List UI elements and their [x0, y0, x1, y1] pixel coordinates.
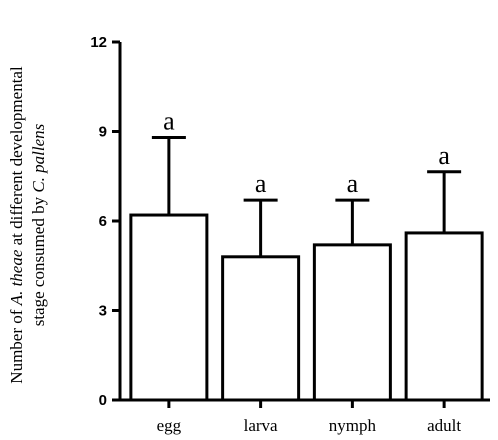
y-tick-label: 6 — [99, 213, 107, 230]
y-axis-title: Number of A. theae at different developm… — [7, 66, 48, 384]
y-axis-title-part: C. pallens — [29, 123, 48, 192]
category-label-larva: larva — [244, 416, 278, 435]
significance-label: a — [347, 169, 359, 198]
y-axis-title-part: A. theae — [7, 249, 26, 306]
significance-label: a — [255, 169, 267, 198]
y-tick-label: 9 — [99, 124, 107, 141]
category-label-adult: adult — [427, 416, 461, 435]
y-axis-label: Number of A. theae at different developm… — [7, 66, 48, 384]
y-axis-title-part: at different developmental — [7, 66, 26, 250]
category-label-nymph: nymph — [329, 416, 377, 435]
y-tick-label: 0 — [99, 392, 107, 409]
bar-nymph — [312, 243, 392, 402]
bars: a a a a — [129, 106, 484, 402]
bar-larva — [221, 255, 301, 402]
category-label-egg: egg — [157, 416, 182, 435]
bar-egg — [129, 213, 209, 402]
bar-adult — [404, 231, 484, 402]
y-tick-label: 12 — [90, 34, 107, 51]
significance-label: a — [438, 141, 450, 170]
y-axis-title-part: Number of — [7, 305, 26, 383]
y-tick-label: 3 — [99, 303, 107, 320]
significance-label: a — [163, 106, 175, 135]
y-axis-title-part: stage consumed by — [29, 193, 48, 327]
